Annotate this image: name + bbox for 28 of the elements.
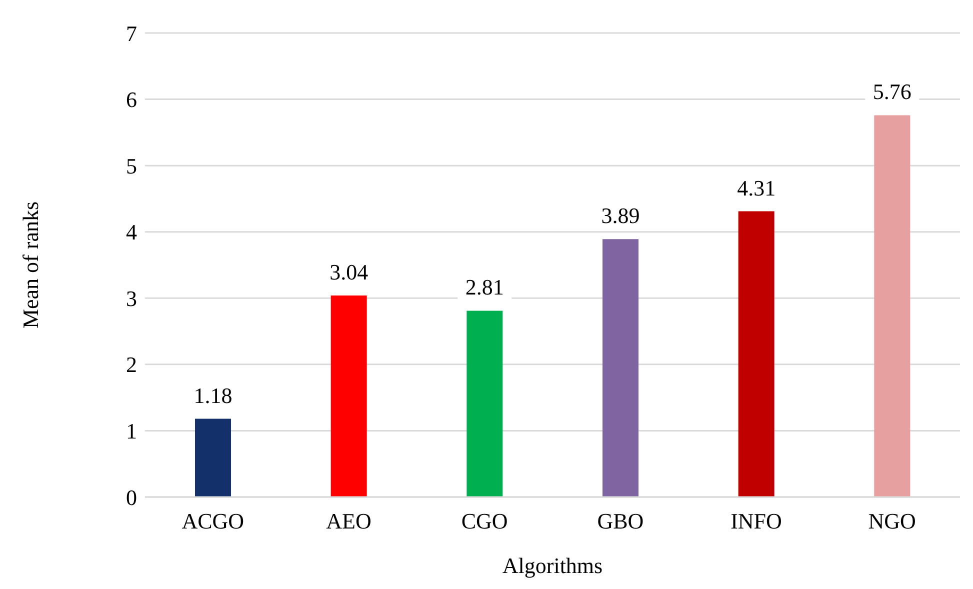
y-tick-label: 2 [126, 352, 137, 378]
bar [602, 239, 638, 497]
data-label: 1.18 [194, 382, 232, 408]
data-label: 3.04 [330, 259, 368, 284]
x-tick-label: AEO [326, 508, 372, 534]
x-tick-label: CGO [461, 508, 508, 534]
bar [466, 310, 503, 497]
y-tick-label: 4 [126, 220, 137, 245]
y-tick-label: 1 [126, 418, 137, 444]
y-tick-label: 0 [126, 484, 137, 510]
x-axis-title: Algorithms [502, 553, 603, 578]
data-label: 4.31 [737, 175, 776, 200]
bar [195, 418, 231, 497]
x-tick-label: INFO [730, 508, 782, 534]
x-tick-label: ACGO [182, 508, 244, 534]
y-tick-label: 7 [126, 20, 137, 46]
y-axis-title: Mean of ranks [18, 201, 43, 329]
bar [330, 295, 367, 497]
x-tick-label: GBO [597, 508, 644, 534]
bar [738, 211, 774, 497]
y-tick-label: 3 [126, 286, 137, 311]
x-tick-label: NGO [868, 508, 916, 534]
data-label: 3.89 [601, 203, 640, 228]
data-label: 5.76 [872, 79, 912, 104]
y-tick-label: 6 [126, 87, 137, 112]
data-label: 2.81 [465, 274, 504, 300]
y-tick-label: 5 [126, 153, 137, 178]
bar [874, 115, 910, 497]
